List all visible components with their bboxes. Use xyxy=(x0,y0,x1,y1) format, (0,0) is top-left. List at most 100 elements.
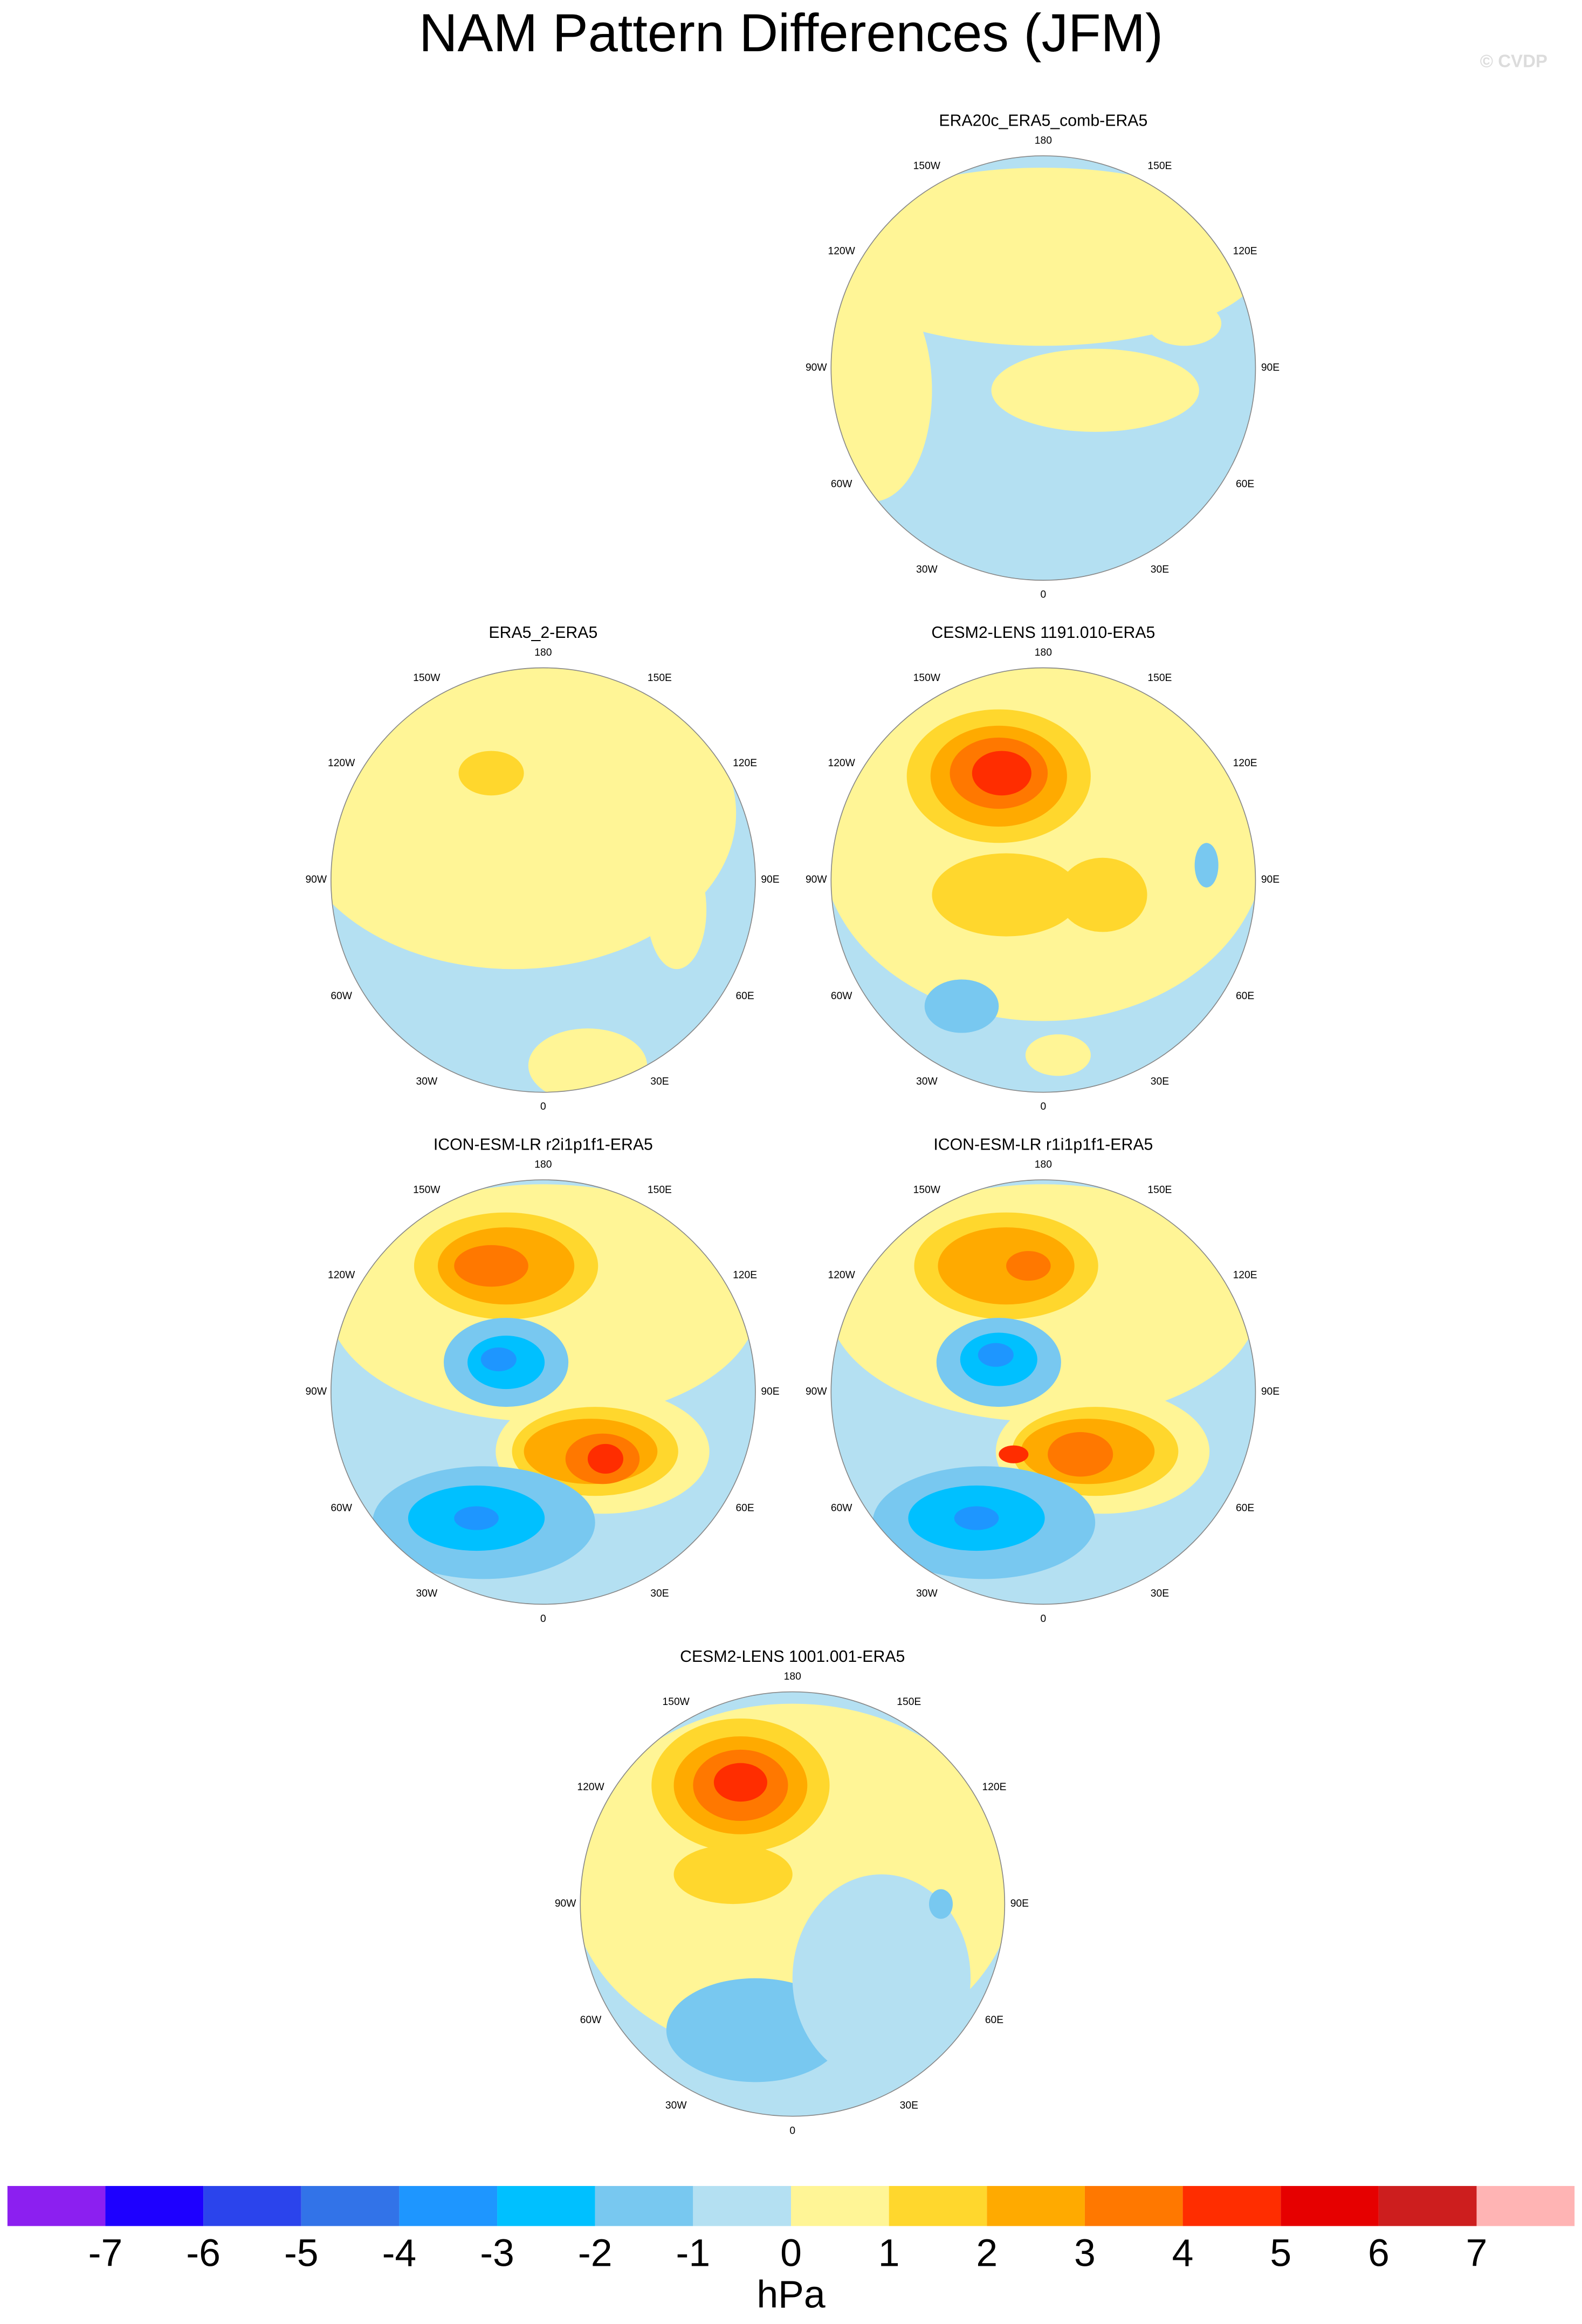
longitude-label: 120E xyxy=(1233,246,1257,257)
longitude-label: 120E xyxy=(1233,1270,1257,1281)
colorbar-label: -3 xyxy=(480,2231,514,2274)
longitude-label: 30E xyxy=(1151,564,1169,575)
contour-region xyxy=(928,1889,953,1919)
colorbar-label: 3 xyxy=(1074,2231,1096,2274)
contour-region xyxy=(999,1445,1029,1463)
map-field xyxy=(331,1180,755,1605)
contour-region xyxy=(1006,1251,1051,1281)
longitude-label: 90W xyxy=(305,874,327,885)
longitude-label: 60W xyxy=(331,1503,352,1514)
longitude-label: 150W xyxy=(413,672,441,684)
contour-region xyxy=(673,1845,793,1904)
longitude-label: 120E xyxy=(733,758,757,769)
longitude-label: 30W xyxy=(416,1076,438,1087)
longitude-label: 120E xyxy=(1233,758,1257,769)
colorbar-label: -4 xyxy=(382,2231,417,2274)
map-field xyxy=(831,1180,1256,1605)
colorbar-label: 4 xyxy=(1172,2231,1194,2274)
longitude-label: 60W xyxy=(831,1503,852,1514)
map-border xyxy=(330,667,756,1093)
colorbar-label: 5 xyxy=(1270,2231,1291,2274)
contour-region xyxy=(331,668,737,970)
colorbar-box xyxy=(987,2186,1085,2226)
longitude-label: 60W xyxy=(831,479,852,490)
longitude-label: 90E xyxy=(1010,1898,1029,1909)
longitude-label: 120W xyxy=(828,1270,856,1281)
map-field xyxy=(831,668,1256,1092)
contour-region xyxy=(924,979,999,1033)
contour-region xyxy=(831,168,1256,346)
longitude-label: 60E xyxy=(985,2014,1003,2026)
longitude-label: 30W xyxy=(416,1588,438,1599)
colorbar: -7 -6 -5 -4 -3 -2 -1 0 1 2 3 4 5 6 7 hPa xyxy=(7,2186,1575,2316)
longitude-label: 90E xyxy=(1261,874,1280,885)
colorbar-box xyxy=(1378,2186,1477,2226)
panel-title: ERA20c_ERA5_comb-ERA5 xyxy=(939,112,1147,130)
colorbar-label: 2 xyxy=(976,2231,998,2274)
longitude-label: 30E xyxy=(1151,1588,1169,1599)
longitude-label: 60E xyxy=(1236,1503,1254,1514)
longitude-label: 120W xyxy=(577,1782,604,1793)
longitude-label: 60E xyxy=(735,991,754,1002)
colorbar-label: 1 xyxy=(878,2231,900,2274)
map-panel: ICON-ESM-LR r1i1p1f1-ERA5 180 150E 120E 90E 6… xyxy=(806,1136,1280,1625)
longitude-label: 0 xyxy=(789,2125,795,2136)
longitude-label: 0 xyxy=(1041,1613,1047,1625)
colorbar-box xyxy=(1476,2186,1575,2226)
longitude-label: 0 xyxy=(540,1101,546,1112)
figure-title: NAM Pattern Differences (JFM) xyxy=(419,3,1163,63)
longitude-label: 150W xyxy=(913,672,941,684)
map-panel: CESM2-LENS 1001.001-ERA5 180 150E 120E 90E 60… xyxy=(555,1648,1029,2136)
colorbar-box xyxy=(203,2186,301,2226)
colorbar-label: 7 xyxy=(1466,2231,1488,2274)
longitude-label: 180 xyxy=(1035,135,1052,147)
longitude-label: 60W xyxy=(331,991,352,1002)
map-border xyxy=(830,1179,1256,1605)
colorbar-units: hPa xyxy=(756,2273,826,2316)
longitude-label: 120W xyxy=(328,758,355,769)
map-field xyxy=(580,1692,1005,2116)
longitude-label: 150W xyxy=(413,1184,441,1195)
contour-region xyxy=(792,1874,971,2082)
longitude-label: 120E xyxy=(733,1270,757,1281)
longitude-label: 120E xyxy=(982,1782,1006,1793)
longitude-label: 0 xyxy=(540,1613,546,1625)
map-panel: ERA5_2-ERA5 180 150E 120E 90E 60E 30E 0 30W 60W 90… xyxy=(305,624,779,1112)
longitude-label: 90W xyxy=(305,1386,327,1398)
contour-region xyxy=(954,1506,999,1530)
colorbar-label: 0 xyxy=(780,2231,802,2274)
panel-title: CESM2-LENS 1191.010-ERA5 xyxy=(931,624,1155,642)
map-border xyxy=(580,1691,1006,2117)
longitude-label: 180 xyxy=(1035,1159,1052,1171)
longitude-label: 120W xyxy=(828,246,856,257)
colorbar-box xyxy=(399,2186,498,2226)
panel-title: ICON-ESM-LR r1i1p1f1-ERA5 xyxy=(933,1136,1153,1154)
colorbar-label: -7 xyxy=(88,2231,123,2274)
longitude-label: 90E xyxy=(761,874,779,885)
longitude-label: 180 xyxy=(534,1159,552,1171)
longitude-label: 60E xyxy=(1236,991,1254,1002)
contour-region xyxy=(831,279,932,502)
longitude-label: 150E xyxy=(1147,1184,1172,1195)
colorbar-box xyxy=(7,2186,106,2226)
longitude-label: 150E xyxy=(1147,160,1172,171)
longitude-label: 150E xyxy=(897,1696,921,1708)
longitude-label: 30E xyxy=(650,1588,669,1599)
colorbar-label: -2 xyxy=(578,2231,613,2274)
colorbar-label: 6 xyxy=(1368,2231,1390,2274)
longitude-label: 90E xyxy=(1261,362,1280,374)
contour-region xyxy=(1058,857,1147,932)
colorbar-box xyxy=(497,2186,595,2226)
longitude-label: 30W xyxy=(665,2100,687,2111)
longitude-label: 30E xyxy=(650,1076,669,1087)
map-field xyxy=(831,155,1256,581)
contour-region xyxy=(1194,843,1219,888)
longitude-label: 90E xyxy=(761,1386,779,1398)
longitude-label: 30W xyxy=(916,1076,938,1087)
longitude-label: 0 xyxy=(1041,589,1047,601)
contour-region xyxy=(932,853,1081,937)
contour-region xyxy=(1025,1034,1091,1076)
colorbar-box xyxy=(1281,2186,1379,2226)
longitude-label: 60E xyxy=(735,1503,754,1514)
map-panel: ICON-ESM-LR r2i1p1f1-ERA5 180 150E 120E 90E 6… xyxy=(305,1136,779,1625)
